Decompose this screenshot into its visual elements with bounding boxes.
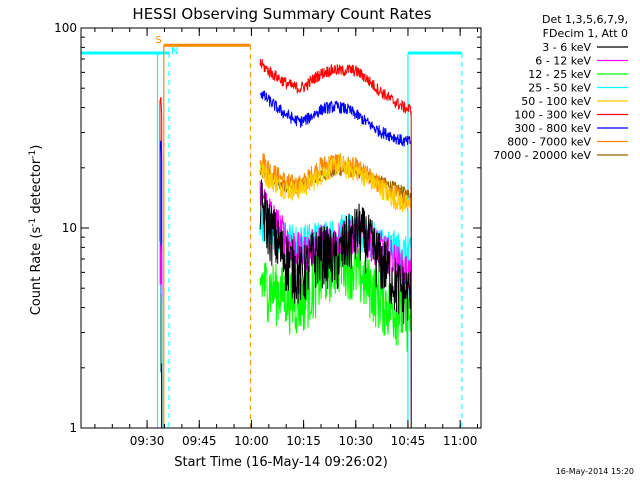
y-axis-label-sup2: -1: [28, 150, 38, 159]
legend: Det 1,3,5,6,7,9, FDecim 1, Att 0 3 - 6 k…: [493, 13, 628, 162]
series-50-100-kev: [259, 155, 412, 428]
night-label: N: [171, 46, 178, 57]
saa-label: S: [155, 35, 161, 46]
x-tick-label: 10:15: [286, 434, 321, 448]
legend-label: 25 - 50 keV: [528, 82, 591, 95]
series-800-7000-kev: [259, 153, 412, 428]
series-300-800-kev: [259, 90, 412, 428]
flare-spike-4: [160, 293, 163, 428]
legend-label: 3 - 6 keV: [542, 41, 591, 54]
y-axis-label-part3: ): [29, 145, 44, 150]
y-axis-label-part1: Count Rate (s: [29, 227, 44, 316]
x-tick-label: 10:30: [338, 434, 373, 448]
y-tick-label: 10: [62, 221, 77, 235]
legend-label: 300 - 800 keV: [514, 122, 591, 135]
x-axis: 09:30 09:45 10:00 10:15 10:30 10:45 11:00: [94, 28, 479, 448]
legend-header-line1: Det 1,3,5,6,7,9,: [542, 13, 628, 26]
y-tick-label: 100: [54, 21, 77, 35]
chart-title: HESSI Observing Summary Count Rates: [132, 5, 431, 23]
x-tick-label: 11:00: [443, 434, 478, 448]
x-tick-label: 10:45: [391, 434, 426, 448]
legend-label: 800 - 7000 keV: [507, 136, 591, 149]
plot-area: SN: [81, 35, 463, 428]
y-tick-label: 1: [69, 421, 77, 435]
plot-content: SN: [81, 35, 463, 428]
legend-header-line2: FDecim 1, Att 0: [543, 27, 628, 40]
x-axis-label: Start Time (16-May-14 09:26:02): [174, 455, 388, 470]
series-3-6-kev: [259, 179, 412, 428]
series-12-25-kev: [259, 234, 412, 428]
x-tick-label: 09:30: [130, 434, 165, 448]
x-tick-label: 10:00: [234, 434, 269, 448]
series-100-300-kev: [259, 58, 412, 428]
generation-timestamp: 16-May-2014 15:20: [556, 467, 634, 476]
y-axis: 1 10 100: [54, 21, 481, 435]
x-tick-label: 09:45: [182, 434, 217, 448]
legend-label: 100 - 300 keV: [514, 109, 591, 122]
y-axis-label: Count Rate (s-1 detector-1): [28, 145, 44, 316]
y-axis-label-sup1: -1: [28, 218, 38, 227]
legend-label: 6 - 12 keV: [535, 55, 591, 68]
legend-label: 12 - 25 keV: [528, 68, 591, 81]
legend-label: 50 - 100 keV: [521, 95, 591, 108]
legend-label: 7000 - 20000 keV: [493, 149, 591, 162]
y-axis-label-part2: detector: [29, 158, 44, 218]
